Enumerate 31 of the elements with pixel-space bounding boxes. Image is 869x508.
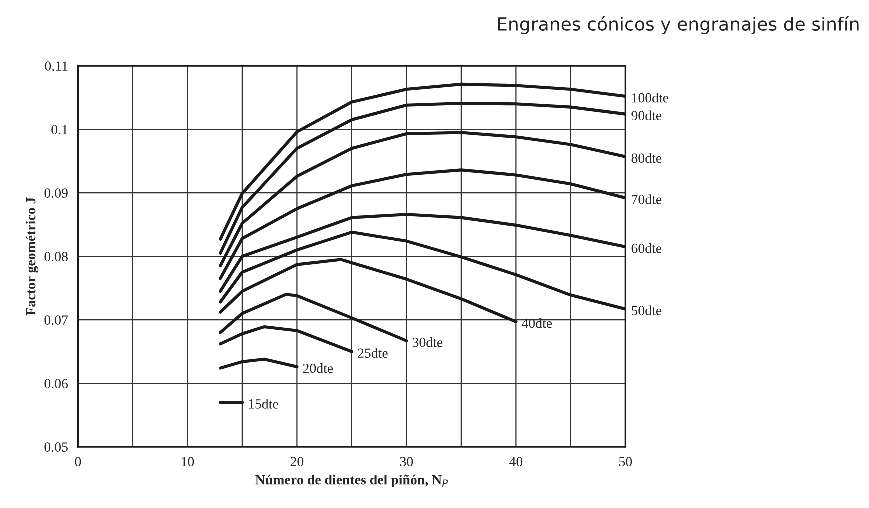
x-tick-label: 30 bbox=[400, 457, 414, 467]
y-tick-label: 0.06 bbox=[44, 379, 68, 389]
y-tick-label: 0.08 bbox=[44, 252, 68, 262]
line-series bbox=[219, 325, 354, 354]
y-axis-title: Factor geométrico J bbox=[26, 198, 39, 316]
y-tick-label: 0.1 bbox=[52, 125, 68, 135]
series-label: 25dte bbox=[358, 348, 388, 358]
series-label: 20dte bbox=[303, 364, 334, 374]
y-tick-label: 0.07 bbox=[44, 316, 68, 326]
y-tick-label: 0.09 bbox=[44, 188, 68, 198]
series-label: 60dte bbox=[632, 243, 662, 254]
x-tick-label: 50 bbox=[620, 457, 632, 467]
series-label: 40dte bbox=[522, 318, 552, 328]
line-series bbox=[219, 293, 408, 343]
series-label: 70dte bbox=[632, 194, 662, 204]
x-tick-label: 40 bbox=[510, 457, 523, 467]
y-tick-label: 0.05 bbox=[44, 442, 68, 452]
series-label: 90dte bbox=[632, 110, 662, 121]
y-tick-label: 0.11 bbox=[45, 62, 68, 72]
line-series bbox=[219, 258, 518, 324]
series-label: 50dte bbox=[632, 306, 662, 316]
series-label: 15dte bbox=[249, 399, 278, 409]
x-axis-title: Número de dientes del piñón, N$_{P}$ bbox=[256, 474, 448, 488]
series-label: 100dte bbox=[632, 93, 669, 103]
x-tick-label: 20 bbox=[290, 457, 304, 467]
x-tick-label: 10 bbox=[182, 457, 194, 467]
x-tick-label: 0 bbox=[75, 457, 82, 467]
series-label: 30dte bbox=[412, 337, 443, 348]
text: Engranes cónicos y engranajes de sinfín bbox=[498, 16, 859, 34]
line-series bbox=[219, 358, 299, 370]
series-label: 80dte bbox=[632, 153, 662, 164]
